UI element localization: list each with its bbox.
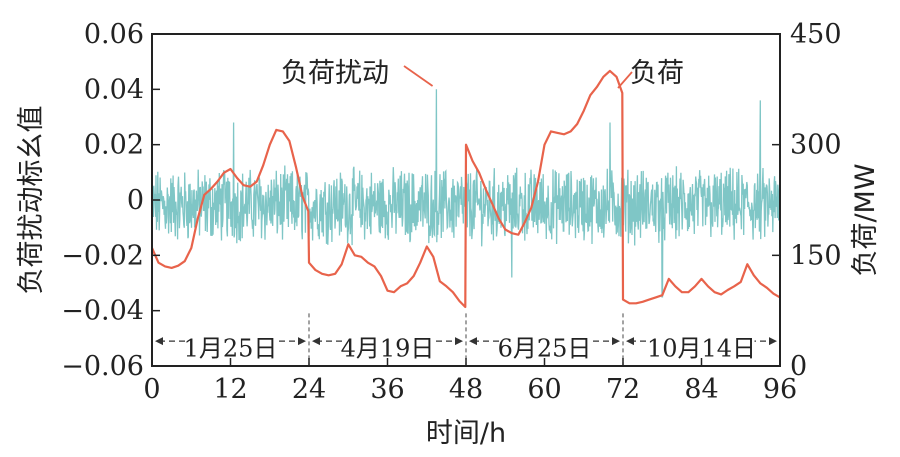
date-arrow-left-head	[155, 337, 163, 346]
date-segment-group: 1月25日 4月19日 6月25日 10月14日	[155, 334, 777, 365]
y-right-tick-label: 450	[790, 19, 842, 50]
y-left-tick-label: −0.04	[61, 296, 144, 327]
x-tick-label: 84	[684, 374, 718, 405]
date-divider-group	[308, 313, 624, 366]
y-left-tick-label: 0.06	[84, 19, 144, 50]
y-right-tick-label: 150	[790, 240, 842, 271]
annotation-load-leader	[617, 71, 633, 89]
x-tick-label: 36	[370, 374, 404, 405]
y-left-ticks-group: −0.06 −0.04 −0.02 0 0.02 0.04 0.06	[61, 19, 160, 382]
y-left-tick-label: −0.02	[61, 240, 144, 271]
date-arrow-left-head	[312, 337, 320, 346]
x-tick-label: 48	[449, 374, 483, 405]
y-left-tick-label: 0	[127, 185, 144, 216]
date-label: 6月25日	[498, 334, 592, 362]
y-right-tick-label: 300	[790, 130, 842, 161]
x-tick-label: 60	[527, 374, 561, 405]
annotation-disturbance-label: 负荷扰动	[281, 58, 389, 89]
y-left-tick-label: −0.06	[61, 351, 144, 382]
date-label: 10月14日	[647, 334, 756, 362]
date-label: 4月19日	[341, 334, 435, 362]
y-left-axis-label: 负荷扰动标幺值	[16, 106, 47, 295]
x-tick-label: 24	[292, 374, 326, 405]
load-line	[150, 69, 781, 309]
date-arrow-left-head	[469, 337, 477, 346]
x-tick-label: 12	[213, 374, 247, 405]
y-left-tick-label: 0.04	[84, 74, 144, 105]
x-ticks-group: 0 12 24 36 48 60 72 84 96	[143, 358, 797, 405]
load-series-group	[150, 69, 781, 309]
y-right-ticks-group: 0 150 300 450	[772, 19, 842, 382]
annotations-group: 负荷扰动 负荷	[281, 58, 684, 89]
y-left-tick-label: 0.02	[84, 130, 144, 161]
date-arrow-right-head	[769, 337, 777, 346]
x-tick-label: 96	[763, 374, 797, 405]
date-label: 1月25日	[184, 334, 278, 362]
date-arrow-right-head	[298, 337, 306, 346]
x-tick-label: 72	[606, 374, 640, 405]
annotation-load-label: 负荷	[630, 58, 684, 89]
date-arrow-left-head	[626, 337, 634, 346]
date-arrow-right-head	[612, 337, 620, 346]
y-right-axis-label: 负荷/MW	[850, 163, 881, 276]
annotation-disturbance-leader	[403, 65, 434, 87]
y-right-tick-label: 0	[790, 351, 807, 382]
x-axis-label: 时间/h	[426, 418, 506, 449]
x-tick-label: 0	[143, 374, 160, 405]
date-arrow-right-head	[455, 337, 463, 346]
